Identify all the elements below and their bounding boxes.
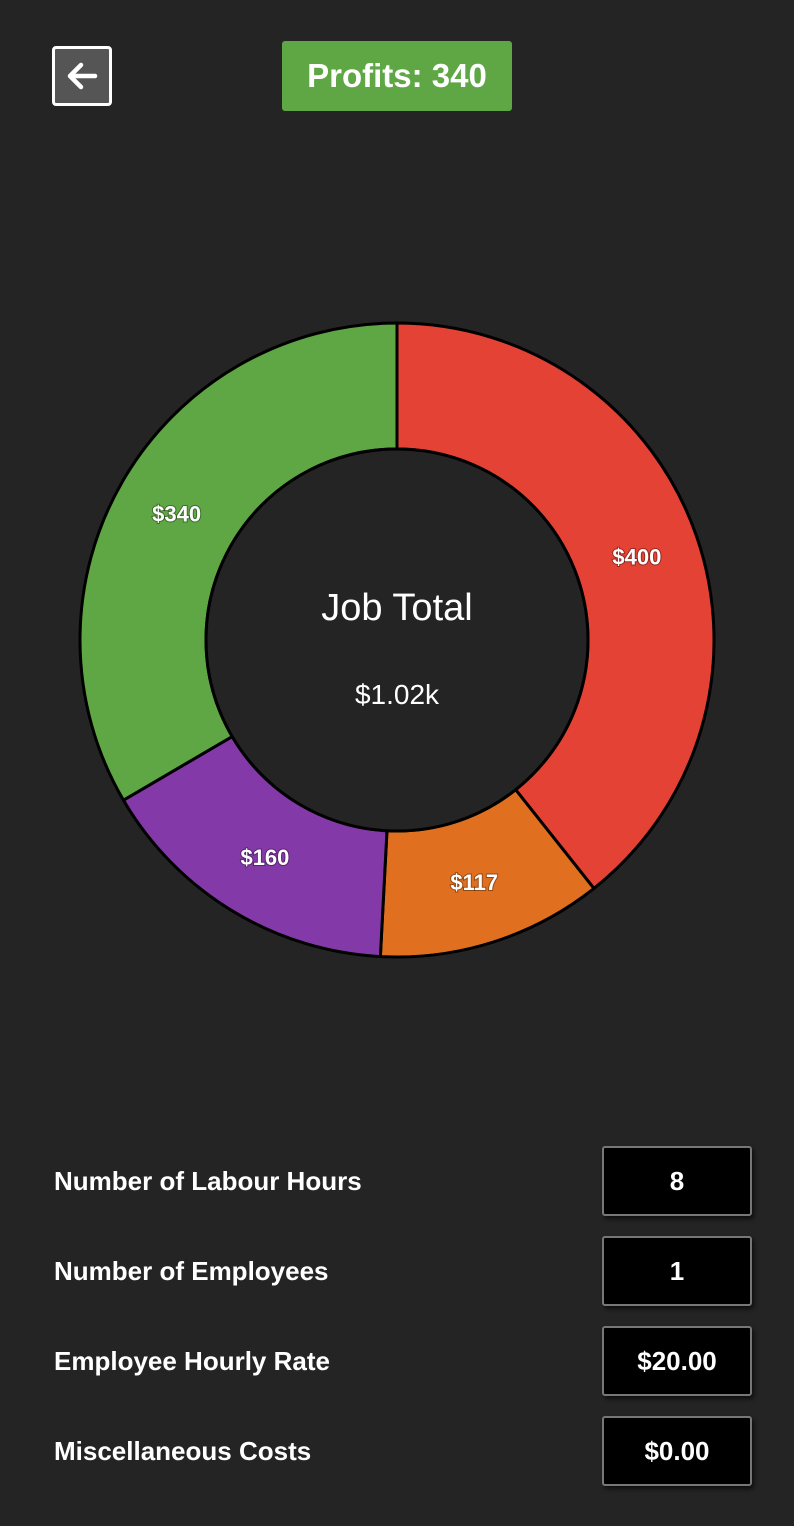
arrow-left-icon: [67, 62, 98, 90]
employees-input[interactable]: [602, 1236, 752, 1306]
employees-row: Number of Employees: [54, 1236, 752, 1306]
donut-hole: [204, 447, 590, 833]
donut-slice-label-4: $340: [152, 502, 201, 527]
profits-badge: Profits: 340: [282, 41, 512, 111]
hourly-rate-label: Employee Hourly Rate: [54, 1346, 330, 1376]
hourly-rate-input[interactable]: [602, 1326, 752, 1396]
hourly-rate-row: Employee Hourly Rate: [54, 1326, 752, 1396]
misc-costs-label: Miscellaneous Costs: [54, 1436, 312, 1466]
labour-hours-label: Number of Labour Hours: [54, 1166, 362, 1196]
profits-label: Profits: 340: [307, 57, 487, 94]
donut-slice-label-3: $160: [240, 845, 289, 870]
labour-hours-row: Number of Labour Hours: [54, 1146, 752, 1216]
donut-slice-label-2: $117: [450, 870, 498, 895]
misc-costs-row: Miscellaneous Costs: [54, 1416, 752, 1486]
donut-slice-label-1: $400: [612, 544, 661, 569]
chart-center-title: Job Total: [321, 587, 472, 629]
back-button[interactable]: [52, 46, 112, 106]
misc-costs-input[interactable]: [602, 1416, 752, 1486]
employees-label: Number of Employees: [54, 1256, 329, 1286]
labour-hours-input[interactable]: [602, 1146, 752, 1216]
job-total-donut-chart: $400 $117 $160 $340 Job Total $1.02k: [78, 321, 716, 959]
chart-center-value: $1.02k: [355, 679, 440, 710]
